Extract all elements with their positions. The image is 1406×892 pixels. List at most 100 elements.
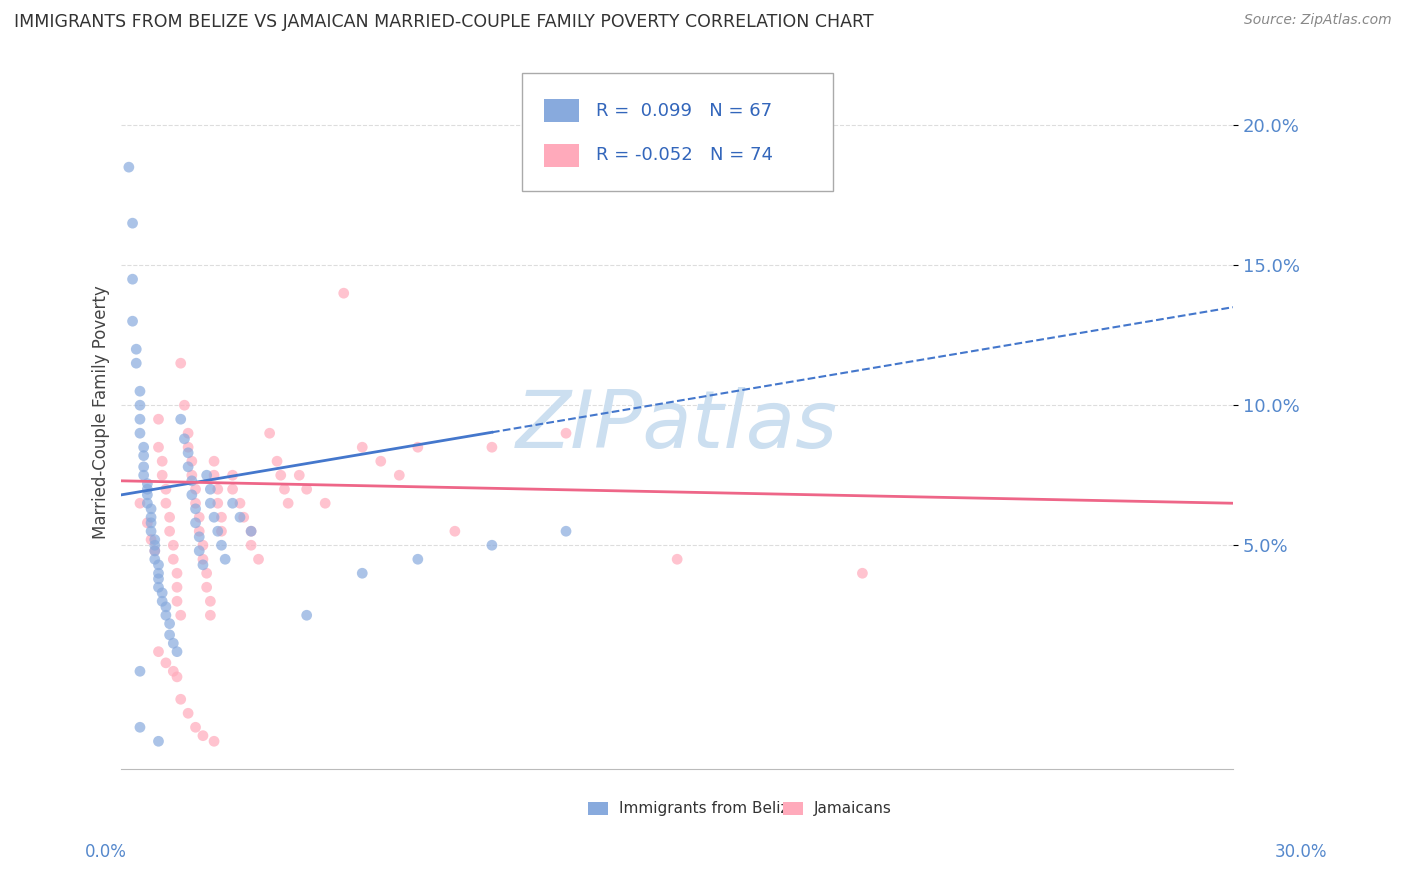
FancyBboxPatch shape xyxy=(783,802,803,815)
Text: Immigrants from Belize: Immigrants from Belize xyxy=(620,801,799,816)
Point xyxy=(159,628,181,642)
FancyBboxPatch shape xyxy=(522,73,832,191)
Point xyxy=(177,446,200,460)
Point xyxy=(266,454,288,468)
Point xyxy=(155,599,177,614)
Point xyxy=(121,272,143,286)
Point xyxy=(207,482,229,496)
Point xyxy=(666,552,689,566)
Point xyxy=(132,459,155,474)
Point xyxy=(184,496,207,510)
Point xyxy=(139,501,162,516)
Point xyxy=(159,510,181,524)
Point xyxy=(150,454,173,468)
Text: 30.0%: 30.0% xyxy=(1274,843,1327,861)
Point xyxy=(221,496,243,510)
Point xyxy=(155,482,177,496)
Point xyxy=(162,636,184,650)
Point xyxy=(155,656,177,670)
Point xyxy=(211,510,233,524)
Point xyxy=(136,496,159,510)
Point xyxy=(229,510,252,524)
FancyBboxPatch shape xyxy=(544,144,579,167)
Point xyxy=(121,314,143,328)
Point xyxy=(136,488,159,502)
Point xyxy=(136,476,159,491)
Point xyxy=(240,538,263,552)
Point xyxy=(191,538,214,552)
Point xyxy=(314,496,336,510)
Point xyxy=(162,538,184,552)
Point xyxy=(352,566,374,581)
Point xyxy=(277,496,299,510)
Point xyxy=(370,454,392,468)
Point xyxy=(240,524,263,539)
Point xyxy=(200,608,222,623)
Point xyxy=(184,482,207,496)
Point xyxy=(177,426,200,441)
Point xyxy=(221,482,243,496)
Point xyxy=(139,510,162,524)
Point xyxy=(177,440,200,454)
Point xyxy=(259,426,281,441)
Point xyxy=(125,356,148,370)
Point xyxy=(166,645,188,659)
Point xyxy=(143,544,166,558)
Point xyxy=(129,426,152,441)
Point xyxy=(139,524,162,539)
Point xyxy=(180,468,202,483)
Point xyxy=(202,510,225,524)
Point xyxy=(295,482,318,496)
Text: R = -0.052   N = 74: R = -0.052 N = 74 xyxy=(596,146,773,164)
Point xyxy=(177,459,200,474)
Point xyxy=(129,496,152,510)
Point xyxy=(121,216,143,230)
Point xyxy=(143,538,166,552)
Point xyxy=(132,449,155,463)
Point xyxy=(159,524,181,539)
Text: R =  0.099   N = 67: R = 0.099 N = 67 xyxy=(596,102,772,120)
Point xyxy=(481,538,503,552)
Point xyxy=(162,552,184,566)
Point xyxy=(214,552,236,566)
Point xyxy=(159,616,181,631)
FancyBboxPatch shape xyxy=(588,802,609,815)
Point xyxy=(200,594,222,608)
Point xyxy=(136,482,159,496)
Y-axis label: Married-Couple Family Poverty: Married-Couple Family Poverty xyxy=(93,285,110,539)
Point xyxy=(555,524,578,539)
Point xyxy=(173,432,195,446)
Point xyxy=(129,720,152,734)
Point xyxy=(118,160,141,174)
Point xyxy=(129,398,152,412)
Point xyxy=(273,482,295,496)
Point xyxy=(148,412,170,426)
Point xyxy=(136,516,159,530)
Point xyxy=(139,516,162,530)
Text: Source: ZipAtlas.com: Source: ZipAtlas.com xyxy=(1244,13,1392,28)
Point xyxy=(166,566,188,581)
Point xyxy=(155,608,177,623)
Point xyxy=(170,608,193,623)
Text: Jamaicans: Jamaicans xyxy=(814,801,891,816)
Point xyxy=(166,594,188,608)
Point xyxy=(139,533,162,547)
Point xyxy=(125,342,148,356)
Point xyxy=(173,398,195,412)
Point xyxy=(332,286,354,301)
Point xyxy=(202,468,225,483)
Point xyxy=(188,530,211,544)
Point xyxy=(132,440,155,454)
Point xyxy=(295,608,318,623)
Point xyxy=(148,572,170,586)
Point xyxy=(202,454,225,468)
Point xyxy=(195,566,218,581)
Point xyxy=(148,440,170,454)
Point xyxy=(148,558,170,572)
Point xyxy=(188,524,211,539)
Point xyxy=(288,468,311,483)
Point xyxy=(148,580,170,594)
Point xyxy=(202,734,225,748)
Point xyxy=(188,544,211,558)
Point xyxy=(211,524,233,539)
